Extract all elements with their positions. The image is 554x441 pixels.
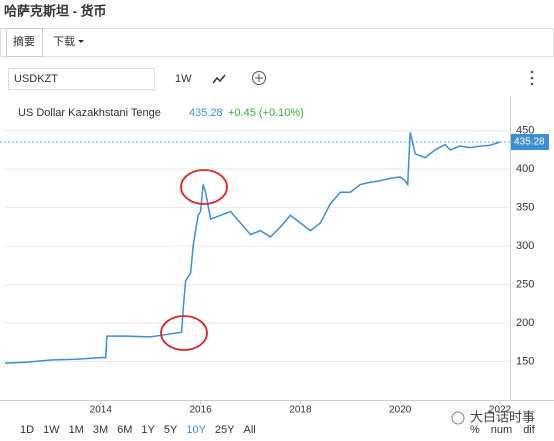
menu-icon[interactable] [530,70,534,86]
range-button[interactable]: 6M [117,424,132,436]
x-tick-label: 2016 [189,405,212,416]
x-tick-label: 2020 [389,405,412,416]
range-button[interactable]: 1M [69,424,84,436]
watermark: 大白话时事 [470,409,535,424]
y-tick-label: 400 [516,163,534,175]
mode-button[interactable]: num [491,424,512,436]
chart-type-icon[interactable] [212,74,226,84]
symbol-input[interactable] [8,68,155,90]
tab[interactable]: 下载 [53,35,75,48]
range-button[interactable]: 1D [20,424,34,436]
dropdown-icon [78,40,84,43]
x-tick-label: 2022 [489,405,512,416]
y-tick-label: 300 [516,240,534,252]
range-button[interactable]: 1W [43,424,60,436]
range-button[interactable]: 5Y [164,424,178,436]
y-tick-label: 450 [516,125,534,137]
tab[interactable]: 摘要 [13,34,35,48]
range-button[interactable]: 1Y [141,424,155,436]
annotation-circles [160,169,228,351]
y-tick-label: 150 [516,355,534,367]
legend-name: US Dollar Kazakhstani Tenge [18,107,161,119]
range-button[interactable]: 25Y [215,424,235,436]
page-title: 哈萨克斯坦 - 货币 [4,3,107,18]
y-tick-label: 350 [516,202,534,214]
last-price-label: 435.28 [514,137,545,148]
y-tick-label: 250 [516,278,534,290]
x-tick-label: 2018 [289,405,312,416]
tab-active[interactable] [6,28,43,57]
range-button[interactable]: 10Y [186,424,206,436]
range-button[interactable]: 3M [93,424,108,436]
x-tick-label: 2014 [90,405,113,416]
mode-button[interactable]: dif [523,424,536,436]
legend-change: +0.45 (+0.10%) [228,107,304,119]
add-icon[interactable] [252,71,266,85]
interval[interactable]: 1W [175,73,192,85]
symbol[interactable]: USDKZT [14,73,58,85]
range-button[interactable]: All [244,424,256,436]
mode-button[interactable]: % [470,424,480,436]
legend-value: 435.28 [189,107,223,119]
price-line [4,132,501,364]
watermark-icon [451,411,465,425]
add-icon-plus [255,74,263,82]
y-tick-label: 200 [516,317,534,329]
tab-bar [0,28,554,57]
last-price-box [511,134,549,151]
